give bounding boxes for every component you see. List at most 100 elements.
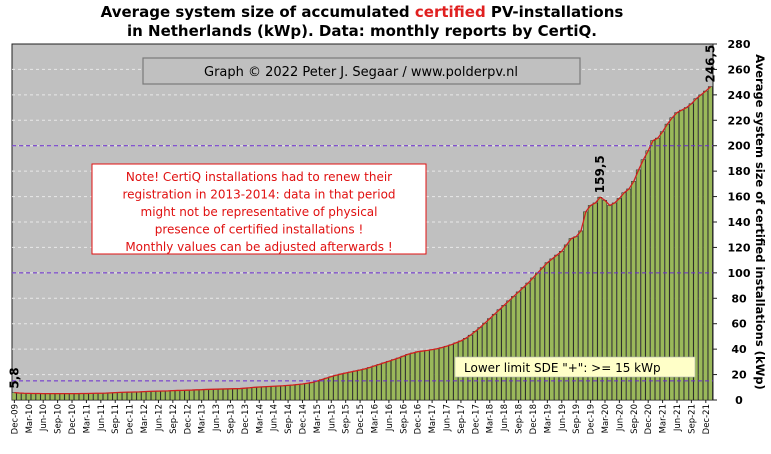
bar-34: [175, 390, 180, 401]
bar-5: [35, 393, 41, 401]
bar-72: [357, 369, 363, 401]
bar-30: [155, 390, 161, 401]
bar-7: [45, 393, 51, 401]
bar-64: [319, 379, 324, 401]
x-tick-label-8: Dec-11: [126, 404, 136, 434]
bar-76: [376, 364, 382, 401]
bar-1: [16, 392, 22, 401]
bar-12: [69, 393, 75, 401]
note-box: [91, 163, 427, 255]
bar-10: [59, 393, 65, 401]
x-tick-label-6: Jun-11: [97, 404, 107, 432]
reference-lines: [12, 145, 713, 382]
bar-63: [314, 380, 319, 401]
bar-74: [367, 367, 372, 401]
x-tick-label-48: Dec-21: [702, 404, 712, 434]
x-tick-label-44: Dec-20: [644, 404, 654, 434]
bar-56: [280, 385, 286, 401]
bar-86: [424, 350, 430, 401]
x-tick-label-34: Jun-18: [500, 404, 510, 432]
bar-6: [40, 393, 46, 401]
bar-143: [698, 94, 704, 401]
bar-36: [184, 389, 190, 401]
x-tick-label-1: Mar-10: [25, 404, 35, 433]
bar-45: [227, 388, 233, 401]
bar-0: [11, 392, 17, 401]
bar-11: [64, 393, 70, 401]
bar-104: [511, 296, 516, 401]
x-tick-label-5: Mar-11: [82, 404, 92, 433]
bar-21: [112, 392, 118, 401]
bar-13: [74, 393, 79, 401]
bar-43: [218, 388, 223, 401]
x-tick-label-22: Jun-15: [327, 404, 337, 432]
x-tick-label-39: Sep-19: [572, 404, 582, 434]
bar-85: [419, 350, 425, 401]
x-tick-label-19: Sep-14: [284, 404, 294, 434]
x-tick-label-26: Jun-16: [385, 404, 395, 432]
bar-145: [707, 86, 713, 401]
bar-27: [141, 391, 147, 401]
bar-55: [275, 385, 281, 401]
x-tick-label-7: Sep-11: [111, 404, 121, 434]
y-tick-label-7: 140: [728, 216, 751, 229]
bar-62: [309, 382, 315, 401]
bar-90: [443, 345, 449, 401]
bar-46: [232, 388, 238, 401]
bar-4: [30, 393, 36, 401]
x-tick-label-35: Sep-18: [515, 404, 525, 434]
bar-80: [395, 357, 401, 401]
bar-28: [146, 391, 151, 401]
x-tick-label-31: Sep-17: [457, 404, 467, 434]
bar-37: [189, 389, 195, 401]
lower-limit-box: [454, 356, 696, 378]
x-tick-label-3: Sep-10: [54, 404, 64, 434]
x-tick-label-43: Sep-20: [630, 404, 640, 434]
bar-49: [247, 387, 252, 401]
note-line-0: Note! CertiQ installations had to renew …: [126, 170, 392, 184]
chart-title-line2: in Netherlands (kWp). Data: monthly repo…: [127, 22, 597, 40]
bar-71: [352, 370, 358, 401]
bar-14: [78, 393, 84, 401]
y-axis-ticks: 0 20 40 60 80 100 120 140 160 180 200 220 240 260 280: [713, 38, 751, 407]
annotation-0: 5,8: [7, 367, 21, 388]
bar-22: [117, 392, 123, 401]
bar-54: [271, 386, 276, 401]
y-tick-label-2: 40: [731, 343, 747, 356]
y-tick-label-5: 100: [728, 267, 751, 280]
y-tick-label-11: 220: [728, 114, 751, 127]
chart-title-accent: certified: [415, 3, 486, 21]
bar-87: [429, 349, 435, 401]
bar-88: [434, 348, 439, 401]
bar-110: [539, 267, 545, 401]
x-axis-ticks: Dec-09 Mar-10 Jun-10 Sep-10 Dec-10 Mar-11 Jun-…: [10, 400, 712, 434]
y-tick-label-6: 120: [728, 241, 751, 254]
note-line-2: might not be representative of physical: [141, 205, 378, 219]
bar-41: [208, 389, 214, 401]
bar-140: [683, 107, 689, 401]
x-tick-label-41: Mar-20: [601, 404, 611, 433]
lower-limit-label: Lower limit SDE "+": >= 15 kWp: [464, 361, 661, 375]
bar-42: [213, 388, 219, 401]
bar-73: [362, 368, 367, 401]
x-tick-label-13: Mar-13: [198, 404, 208, 433]
x-tick-label-38: Jun-19: [558, 404, 568, 432]
bar-15: [83, 393, 89, 401]
bar-91: [448, 344, 454, 401]
bar-16: [88, 393, 94, 401]
x-tick-label-32: Dec-17: [471, 404, 481, 434]
bar-144: [703, 90, 708, 401]
bar-44: [223, 388, 228, 401]
credit-text: Graph © 2022 Peter J. Segaar / www.polde…: [204, 65, 518, 80]
x-tick-label-45: Mar-21: [659, 404, 669, 433]
bar-40: [203, 389, 209, 401]
bar-112: [549, 258, 555, 401]
x-tick-label-27: Sep-16: [399, 404, 409, 434]
y-tick-label-4: 80: [731, 292, 747, 305]
bar-3: [26, 393, 31, 401]
bar-114: [559, 250, 564, 401]
bar-18: [98, 393, 103, 401]
x-tick-label-16: Dec-13: [241, 404, 251, 434]
bar-75: [371, 365, 377, 401]
x-tick-label-33: Mar-18: [486, 404, 496, 433]
